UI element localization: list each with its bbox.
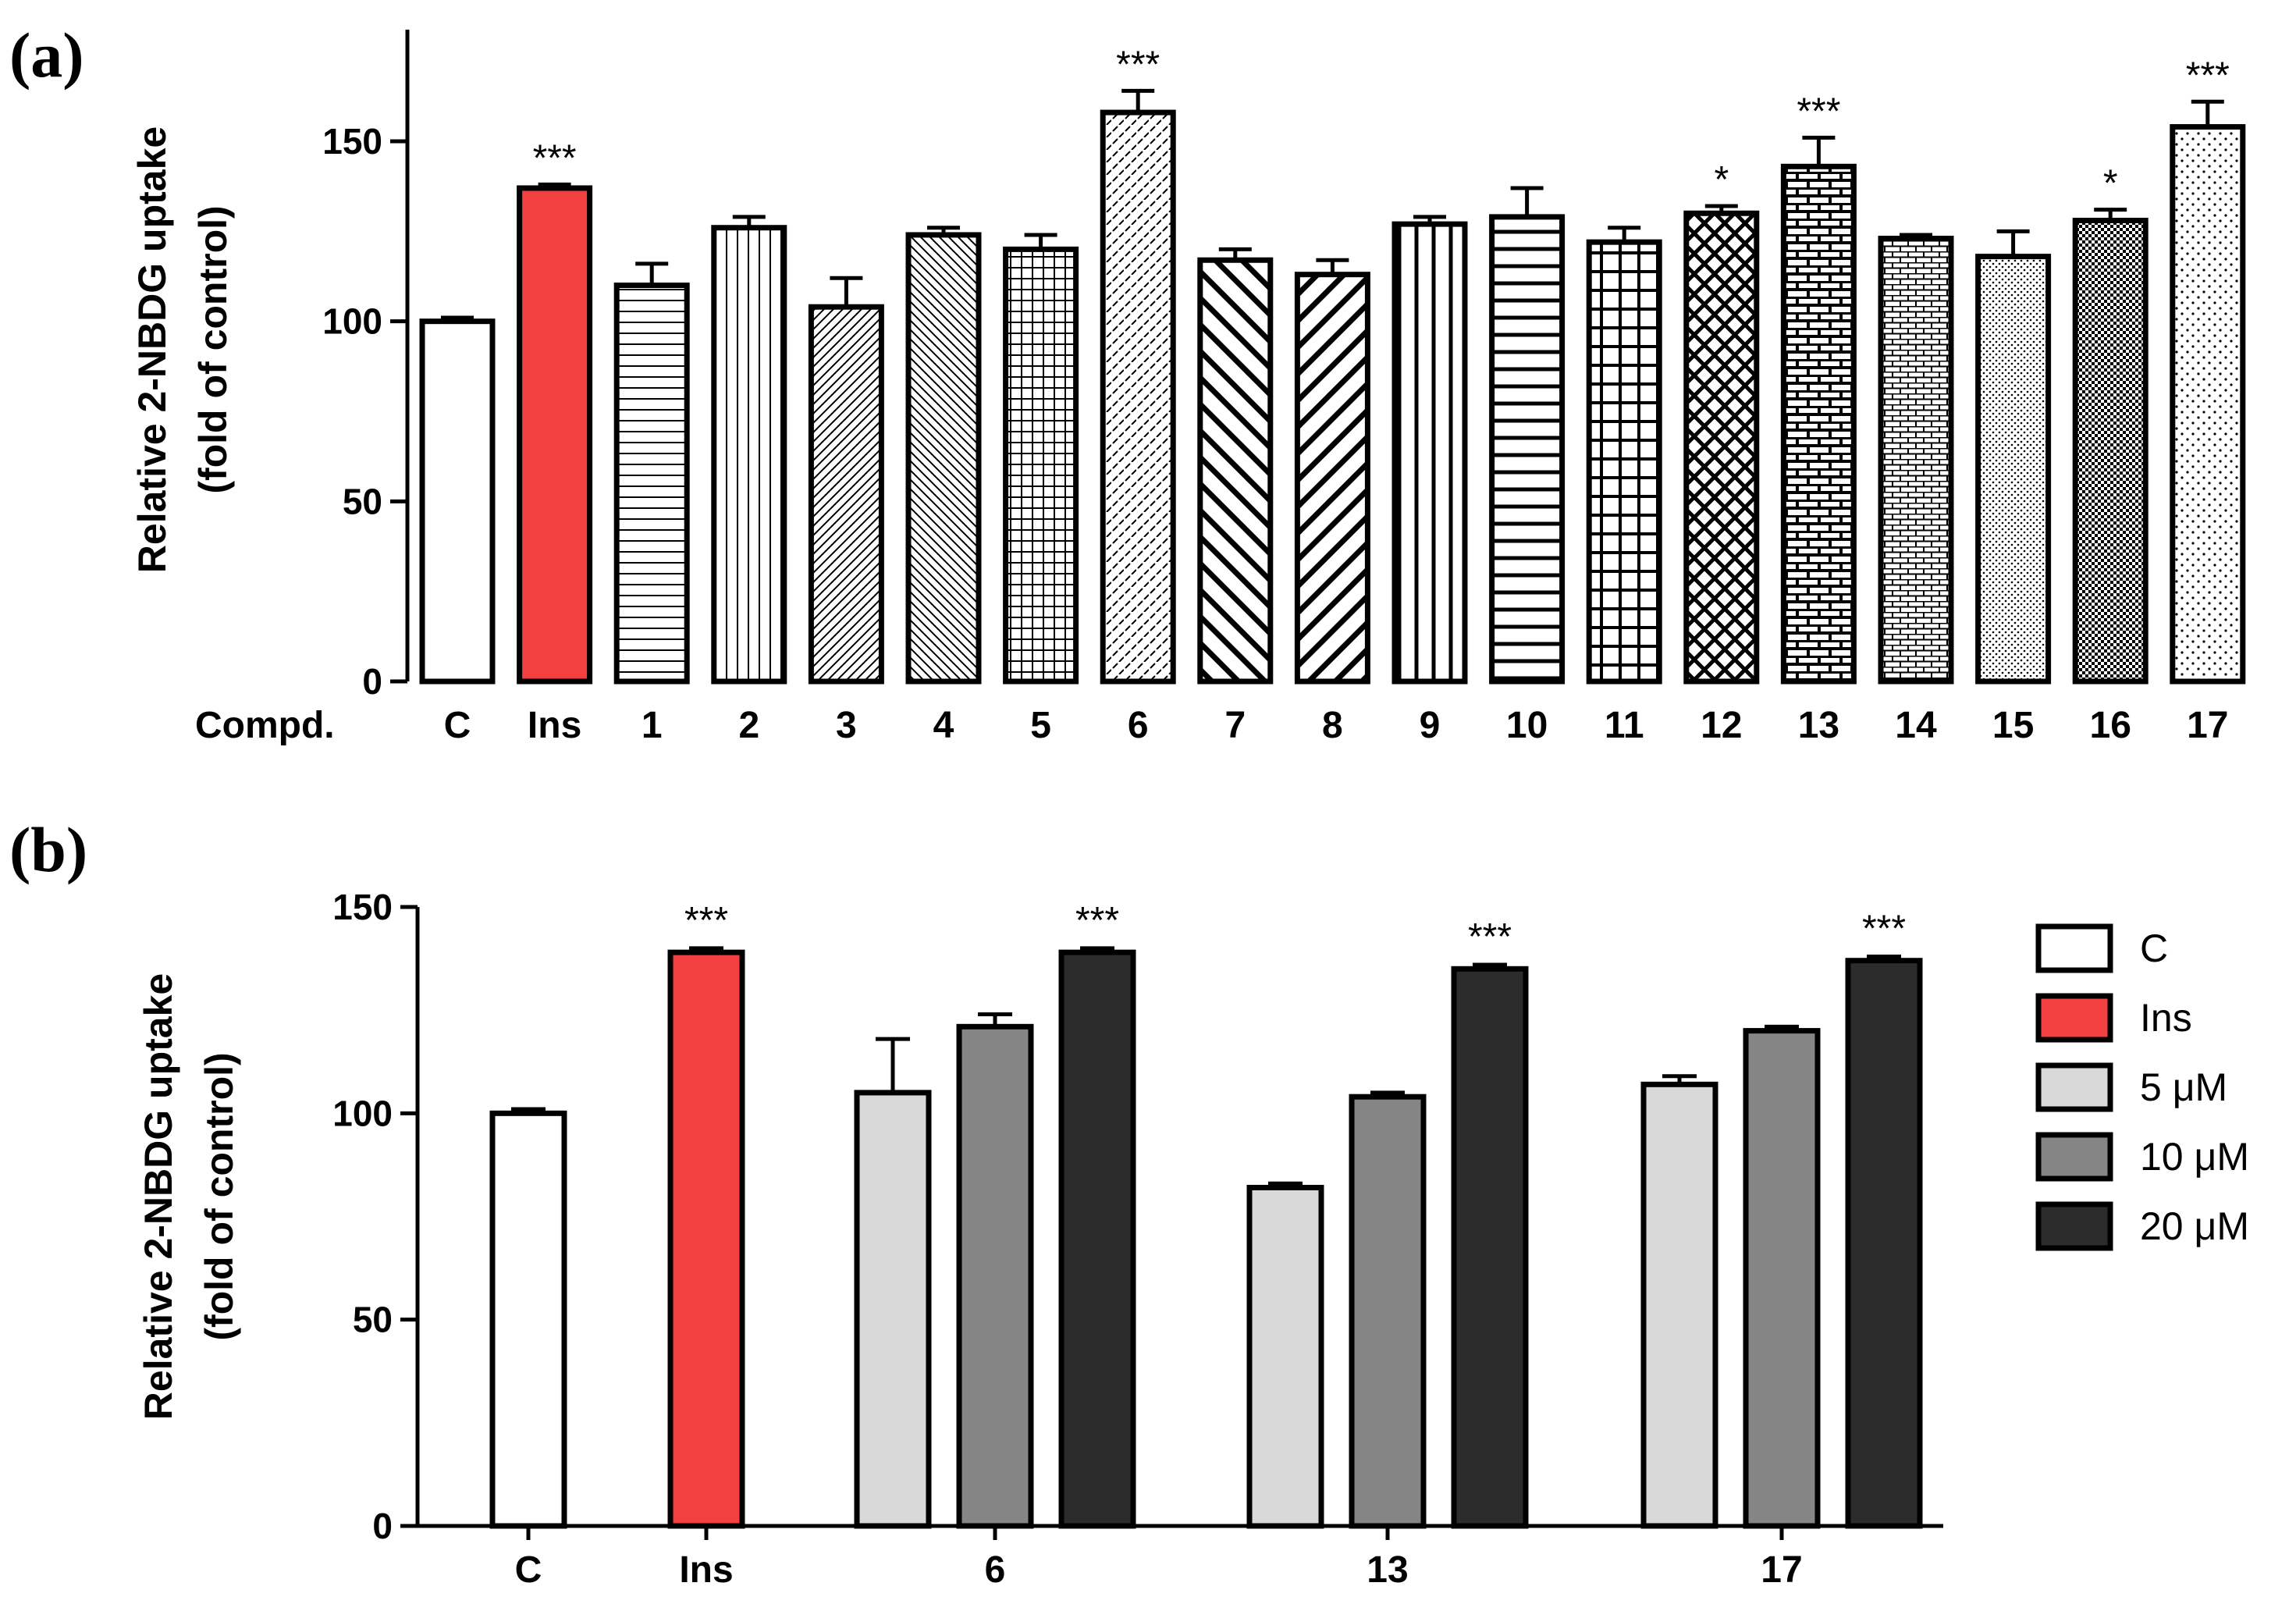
panel-a-chart: (a) Relative 2-NBDG uptake (fold of cont… — [9, 20, 2246, 746]
panel-a-bar-5 — [1003, 246, 1079, 685]
panel-a-ylabel-line2: (fold of control) — [191, 205, 235, 493]
panel-a-bar-15 — [1975, 254, 2052, 685]
panel-a-bar-13 — [1780, 163, 1857, 685]
panel-a-bar-4 — [905, 232, 982, 685]
panel-b-bars: *** *** *** *** — [489, 900, 1923, 1529]
panel-b-bar — [1349, 1094, 1427, 1529]
panel-b-bar — [1058, 949, 1136, 1529]
panel-b-bar — [489, 1110, 567, 1529]
panel-b-group-label: 17 — [1761, 1549, 1802, 1591]
legend-label: C — [2140, 926, 2168, 970]
panel-a-bar-7 — [1197, 257, 1274, 685]
panel-a-category-label: 5 — [1030, 705, 1051, 746]
panel-a-category-label: 16 — [2090, 705, 2131, 746]
panel-a-bar-10 — [1489, 214, 1566, 685]
panel-a-category-label: 7 — [1224, 705, 1246, 746]
panel-b-significance: *** — [1468, 916, 1512, 958]
panel-a-significance: * — [2103, 163, 2118, 205]
panel-a-ylabel-line1: Relative 2-NBDG uptake — [130, 126, 174, 573]
panel-b-group-label: Ins — [679, 1549, 733, 1591]
panel-b-label: (b) — [9, 814, 87, 885]
panel-a-bar-C — [419, 318, 496, 685]
panel-a-significance: *** — [2186, 55, 2230, 96]
panel-a-category-label: 9 — [1420, 705, 1441, 746]
panel-b-legend: C Ins 5 μM 10 μM 20 μM — [2035, 923, 2249, 1251]
panel-b-chart: (b) Relative 2-NBDG uptake (fold of cont… — [9, 814, 2249, 1591]
panel-a-y-tick-label: 0 — [362, 661, 382, 702]
panel-a-category-label: 17 — [2187, 705, 2228, 746]
panel-a-y-tick-label: 100 — [322, 301, 382, 342]
legend-swatch — [2035, 1132, 2113, 1182]
panel-b-y-tick-label: 150 — [332, 887, 393, 927]
panel-a-xaxis-title: Compd. — [195, 705, 335, 746]
panel-a-category-label: C — [444, 705, 471, 746]
panel-a-category-label: 1 — [642, 705, 663, 746]
panel-a-category-label: 2 — [738, 705, 759, 746]
panel-b-bar — [1743, 1028, 1821, 1529]
panel-a-category-label: 15 — [1992, 705, 2034, 746]
panel-a-bar-6 — [1100, 109, 1176, 685]
panel-a-bar-3 — [808, 304, 884, 685]
panel-b-group-label: 6 — [985, 1549, 1006, 1591]
panel-a-category-label: 10 — [1506, 705, 1548, 746]
panel-b-bar — [854, 1090, 932, 1529]
panel-b-significance: *** — [684, 900, 728, 941]
panel-a-significance: * — [1714, 159, 1729, 201]
panel-a-significance: *** — [1797, 91, 1840, 132]
panel-b-bar — [1246, 1184, 1324, 1529]
legend-label: 5 μM — [2140, 1065, 2227, 1109]
panel-b-significance: *** — [1075, 900, 1119, 941]
legend-label: Ins — [2140, 996, 2192, 1040]
panel-a-category-label: 8 — [1322, 705, 1343, 746]
panel-a-bar-17 — [2170, 124, 2246, 685]
panel-a-significance: *** — [1116, 44, 1160, 85]
panel-a-category-label: 4 — [933, 705, 954, 746]
legend-swatch — [2035, 1201, 2113, 1251]
panel-a-category-label: 13 — [1798, 705, 1839, 746]
legend-label: 20 μM — [2140, 1204, 2249, 1248]
panel-a-bar-16 — [2072, 217, 2149, 685]
panel-a-bar-11 — [1586, 239, 1662, 685]
panel-a-category-label: 6 — [1128, 705, 1149, 746]
panel-b-ylabel-line2: (fold of control) — [197, 1052, 241, 1340]
panel-b-bar — [956, 1023, 1034, 1529]
panel-b-bar — [1640, 1081, 1718, 1529]
panel-a-bar-9 — [1391, 221, 1468, 685]
panel-b-bar — [1845, 958, 1923, 1529]
panel-b-y-tick-label: 50 — [353, 1300, 393, 1340]
panel-a-category-label: 12 — [1701, 705, 1742, 746]
legend-label: 10 μM — [2140, 1135, 2249, 1179]
panel-a-category-label: 3 — [836, 705, 857, 746]
panel-a-significance: *** — [533, 137, 577, 179]
legend-swatch — [2035, 923, 2113, 973]
panel-a-y-tick-label: 50 — [343, 481, 382, 521]
panel-a-bar-14 — [1878, 236, 1954, 685]
panel-a-bar-8 — [1294, 272, 1370, 685]
panel-a-bar-1 — [613, 283, 690, 685]
legend-swatch — [2035, 993, 2113, 1043]
panel-a-category-label: 14 — [1895, 705, 1937, 746]
panel-a-category-label: 11 — [1605, 705, 1644, 746]
panel-b-group-label: 13 — [1367, 1549, 1408, 1591]
panel-b-bar — [1451, 966, 1529, 1529]
panel-a-axes: 0 50 100 150 — [322, 30, 410, 702]
panel-a-bars: C***Ins 1 2 3 4 5***6 7 8 9 10 11*12***13 14 15*16**… — [419, 44, 2246, 746]
panel-b-significance: *** — [1862, 908, 1906, 949]
panel-b-group-label: C — [515, 1549, 542, 1591]
panel-a-bar-Ins — [517, 185, 593, 685]
panel-b-ylabel-line1: Relative 2-NBDG uptake — [137, 973, 180, 1420]
panel-b-bar — [667, 949, 745, 1529]
panel-a-label: (a) — [9, 20, 84, 91]
panel-a-category-label: Ins — [528, 705, 581, 746]
panel-a-y-tick-label: 150 — [322, 121, 382, 162]
panel-a-bar-2 — [711, 225, 787, 685]
panel-b-y-tick-label: 0 — [372, 1506, 393, 1546]
legend-swatch — [2035, 1062, 2113, 1112]
panel-b-y-tick-label: 100 — [332, 1093, 393, 1133]
panel-a-bar-12 — [1683, 210, 1760, 685]
